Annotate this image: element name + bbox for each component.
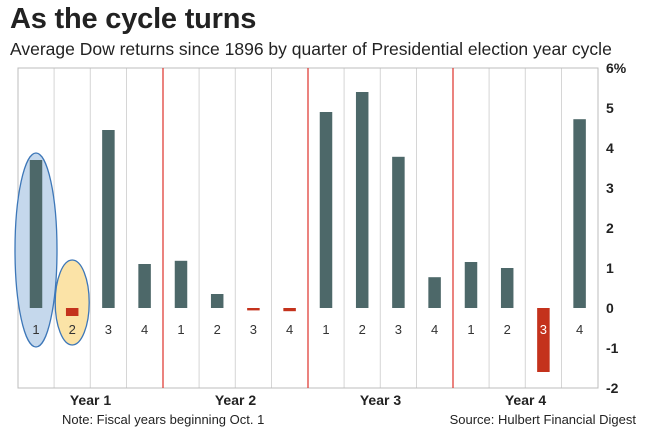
quarter-tick-label: 4 — [431, 322, 438, 337]
footnote: Note: Fiscal years beginning Oct. 1 — [62, 412, 265, 427]
source-note: Source: Hulbert Financial Digest — [449, 412, 636, 427]
quarter-tick-label: 2 — [359, 322, 366, 337]
quarter-tick-label: 1 — [467, 322, 474, 337]
y-tick-label: 1 — [606, 260, 614, 276]
y-tick-label: 4 — [606, 140, 614, 156]
quarter-tick-label: 4 — [576, 322, 583, 337]
bar-year1-q4 — [138, 264, 151, 308]
bar-year1-q2 — [65, 308, 79, 316]
bar-year3-q2 — [355, 92, 369, 308]
quarter-tick-label: 2 — [504, 322, 511, 337]
bar-year4-q1 — [464, 262, 478, 308]
quarter-tick-label: 3 — [105, 322, 112, 337]
quarter-tick-label: 1 — [32, 322, 39, 337]
bar-year2-q1 — [174, 260, 188, 308]
y-tick-label: 5 — [606, 100, 614, 116]
quarter-tick-label: 3 — [250, 322, 257, 337]
bar-year4-q3 — [537, 308, 550, 372]
bar-year1-q1 — [29, 160, 43, 308]
bar-year2-q4 — [283, 308, 296, 312]
quarter-tick-label: 2 — [69, 322, 76, 337]
bar-year2-q2 — [210, 294, 224, 308]
bar-year3-q1 — [319, 112, 333, 308]
bar-year3-q4 — [428, 277, 441, 308]
chart-title: As the cycle turns — [10, 3, 257, 35]
quarter-tick-label: 3 — [540, 322, 547, 337]
year-label: Year 1 — [70, 392, 111, 408]
bar-year1-q3 — [102, 130, 115, 308]
bar-year4-q2 — [500, 268, 514, 308]
y-tick-label: 3 — [606, 180, 614, 196]
y-tick-label: -1 — [606, 340, 619, 356]
year-label: Year 2 — [215, 392, 256, 408]
chart-subtitle: Average Dow returns since 1896 by quarte… — [10, 39, 612, 59]
y-tick-label: -2 — [606, 380, 619, 396]
bar-year3-q3 — [392, 156, 405, 308]
year-label: Year 3 — [360, 392, 401, 408]
bar-year2-q3 — [247, 308, 260, 311]
quarter-tick-label: 2 — [214, 322, 221, 337]
y-tick-label: 0 — [606, 300, 614, 316]
highlight-oval-q2 — [54, 259, 90, 346]
quarter-tick-label: 1 — [177, 322, 184, 337]
year-label: Year 4 — [505, 392, 546, 408]
bar-year4-q4 — [573, 119, 586, 308]
quarter-tick-label: 4 — [141, 322, 148, 337]
quarter-tick-label: 3 — [395, 322, 402, 337]
quarter-tick-label: 4 — [286, 322, 293, 337]
y-tick-label: 2 — [606, 220, 614, 236]
quarter-tick-label: 1 — [322, 322, 329, 337]
y-tick-label: 6% — [606, 60, 627, 76]
